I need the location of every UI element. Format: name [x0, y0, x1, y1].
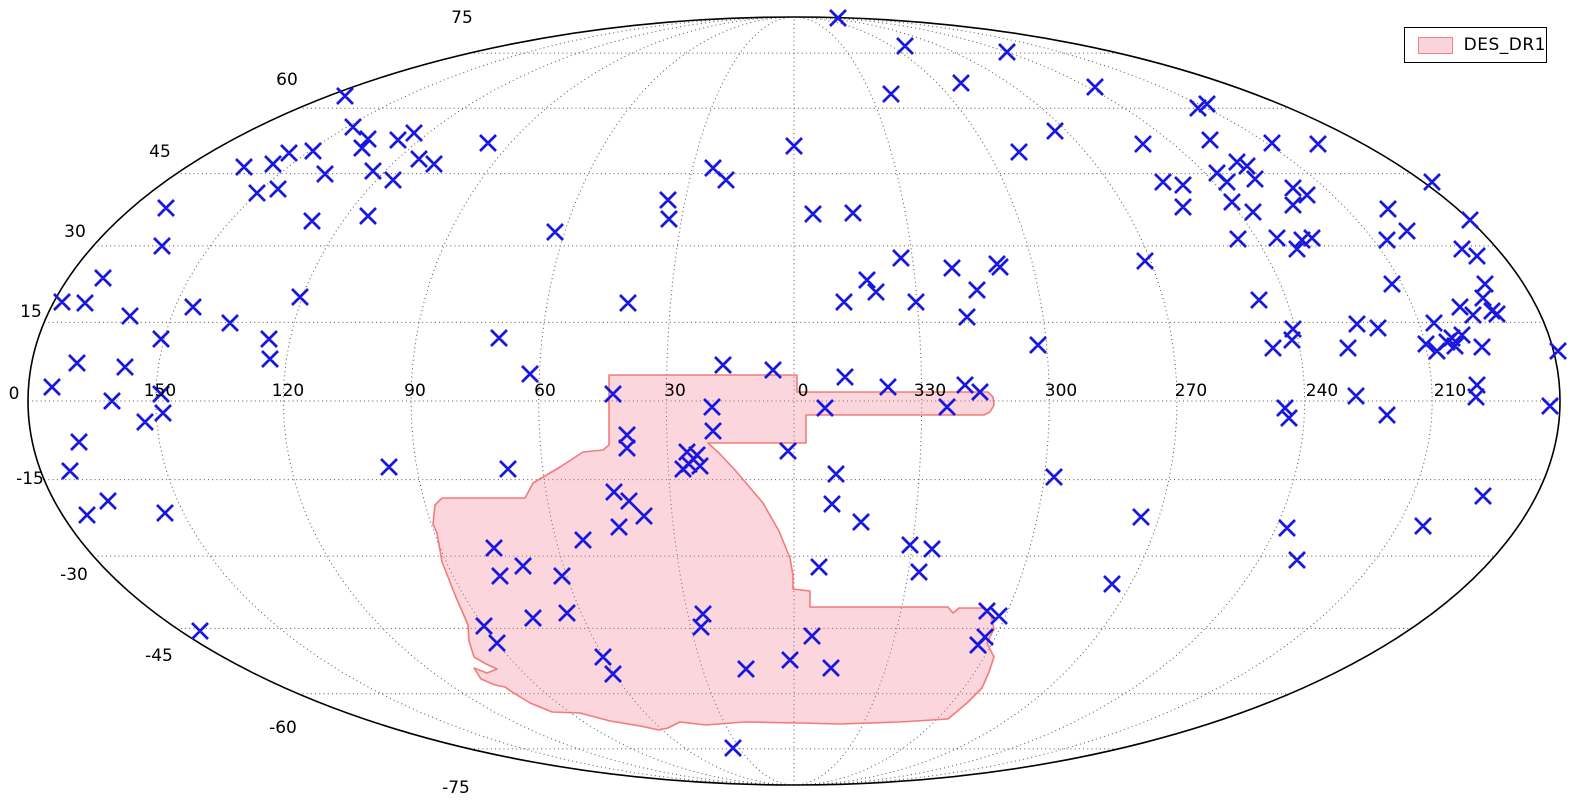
lat-tick-label: 60 [276, 70, 298, 90]
lat-tick-label: -15 [16, 469, 44, 489]
lon-tick-label: 300 [1045, 381, 1077, 401]
lat-tick-label: -30 [60, 565, 88, 585]
meridian-line [793, 16, 1178, 786]
lon-tick-label: 0 [798, 381, 809, 401]
lon-tick-label: 270 [1175, 381, 1207, 401]
lat-tick-label: 45 [149, 142, 171, 162]
meridian-line [793, 16, 1433, 786]
lat-tick-label: 15 [20, 302, 42, 322]
lon-tick-label: 120 [272, 381, 304, 401]
lon-tick-label: 240 [1306, 381, 1338, 401]
lon-tick-label: 150 [144, 381, 176, 401]
legend-label: DES_DR1 [1463, 35, 1546, 55]
tick-labels: 150 120 90 60 30 0 330 300 270 240 21075604530150-… [9, 8, 1467, 798]
lat-tick-label: -60 [269, 718, 297, 738]
lat-tick-label: 30 [64, 222, 86, 242]
meridian-line [793, 16, 1050, 786]
lon-tick-label: 210 [1434, 381, 1466, 401]
lon-tick-label: 30 [664, 381, 686, 401]
lon-tick-label: 60 [534, 381, 556, 401]
lat-tick-label: -75 [442, 778, 470, 798]
source-markers [43, 9, 1567, 757]
meridian-line [538, 16, 795, 786]
lat-tick-label: 75 [451, 8, 473, 28]
meridian-line [793, 16, 1306, 786]
lat-tick-label: -45 [145, 646, 173, 666]
lon-tick-label: 90 [404, 381, 426, 401]
des-dr1-footprint [432, 374, 995, 731]
meridian-line [793, 16, 923, 786]
meridian-line [665, 16, 795, 786]
legend: DES_DR1 [1404, 27, 1547, 63]
meridian-line [282, 16, 795, 786]
lon-tick-label: 330 [914, 381, 946, 401]
legend-swatch-des-dr1 [1418, 36, 1453, 54]
sky-outline [27, 16, 1561, 786]
meridian-line [410, 16, 795, 786]
lat-tick-label: 0 [9, 384, 20, 404]
